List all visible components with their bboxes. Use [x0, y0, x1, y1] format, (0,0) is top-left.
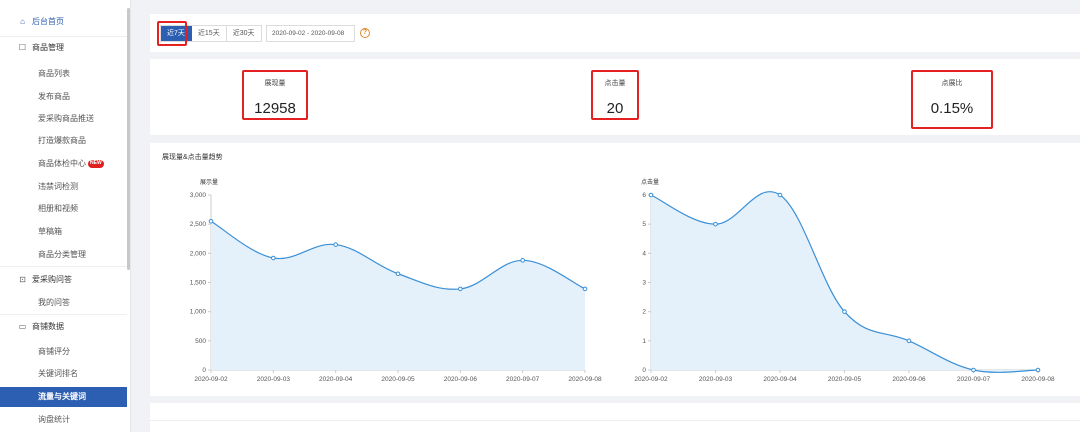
- divider: [0, 314, 127, 315]
- sidebar-group-qa[interactable]: ⊡ 爱采购问答: [0, 270, 127, 290]
- data-point: [333, 242, 338, 247]
- data-point: [458, 286, 463, 292]
- x-tick-label: 2020-09-04: [763, 376, 797, 383]
- sidebar-item-my-qa[interactable]: 我的问答: [38, 298, 70, 307]
- sidebar-group-label: 商铺数据: [32, 322, 64, 331]
- sidebar-item-product-push[interactable]: 爱采购商品推送: [38, 114, 94, 123]
- range-7-days-button[interactable]: 近7天: [161, 26, 192, 41]
- stats-panel: 展现量 12958 点击量 20 点展比 0.15%: [150, 59, 1080, 135]
- data-point: [842, 309, 847, 314]
- sidebar-item-banned-words[interactable]: 违禁词检测: [38, 182, 78, 191]
- y-tick-label: 0: [202, 367, 206, 374]
- sidebar-item-home[interactable]: ⌂ 后台首页: [0, 12, 127, 32]
- data-point: [648, 192, 654, 198]
- date-range-picker[interactable]: 2020-09-02 - 2020-09-08: [266, 25, 355, 42]
- series-area: [211, 221, 585, 370]
- sidebar-item-albums[interactable]: 相册和视频: [38, 204, 78, 213]
- divider: [0, 36, 127, 37]
- sidebar-group-label: 商品管理: [32, 43, 64, 52]
- range-30-days-button[interactable]: 近30天: [226, 26, 261, 41]
- sidebar-item-categories[interactable]: 商品分类管理: [38, 250, 86, 259]
- y-tick-label: 500: [195, 338, 206, 345]
- y-tick-label: 1,500: [190, 280, 207, 287]
- data-point: [395, 271, 401, 277]
- y-tick-label: 6: [642, 192, 646, 199]
- x-tick-label: 2020-09-03: [257, 376, 291, 383]
- monitor-icon: ▭: [18, 322, 27, 331]
- data-point: [1035, 367, 1041, 373]
- stat-value: 0.15%: [930, 100, 974, 117]
- y-tick-label: 1,000: [190, 309, 207, 316]
- x-tick-label: 2020-09-02: [634, 376, 668, 383]
- divider: [0, 266, 127, 267]
- data-point: [520, 258, 525, 263]
- x-tick-label: 2020-09-08: [1021, 376, 1055, 383]
- sidebar-group-products[interactable]: ☐ 商品管理: [0, 38, 127, 58]
- trend-chart-panel: 展现量&点击量趋势 展示量 0 500 1,000 1,500 2,000 2,500 3,0…: [150, 143, 1080, 396]
- sidebar-item-keyword-rank[interactable]: 关键词排名: [38, 369, 78, 378]
- data-point: [271, 255, 276, 261]
- x-tick-label: 2020-09-07: [957, 376, 991, 383]
- help-icon[interactable]: ?: [360, 28, 370, 38]
- new-badge: NEW: [88, 160, 104, 168]
- data-point: [208, 218, 214, 224]
- sidebar-item-label: 商品体检中心: [38, 159, 86, 168]
- box-icon: ☐: [18, 43, 27, 52]
- chart-section-title: 展现量&点击量趋势: [162, 154, 223, 161]
- bottom-panel: [150, 403, 1080, 432]
- x-tick-label: 2020-09-06: [444, 376, 478, 383]
- x-tick-label: 2020-09-02: [194, 376, 228, 383]
- sidebar-item-inquiry-stats[interactable]: 询盘统计: [38, 415, 70, 424]
- sidebar-item-product-check[interactable]: 商品体检中心 NEW: [0, 154, 127, 174]
- sidebar-group-shop-data[interactable]: ▭ 商铺数据: [0, 317, 127, 337]
- data-point: [777, 192, 783, 198]
- divider: [150, 420, 1080, 421]
- x-tick-label: 2020-09-04: [319, 376, 353, 383]
- trend-charts: 展示量 0 500 1,000 1,500 2,000 2,500 3,000 2020-09-…: [190, 178, 1055, 383]
- y-tick-label: 0: [642, 367, 646, 374]
- range-button-group: 近7天 近15天 近30天: [160, 25, 262, 42]
- y-tick-label: 4: [642, 250, 646, 257]
- data-point: [971, 367, 976, 373]
- data-point: [582, 286, 588, 292]
- y-axis-title: 展示量: [200, 179, 218, 186]
- sidebar: ⌂ 后台首页 ☐ 商品管理 商品列表 发布商品 爱采购商品推送 打造爆款商品 商品体…: [0, 0, 131, 432]
- x-tick-label: 2020-09-07: [506, 376, 540, 383]
- x-tick-label: 2020-09-05: [828, 376, 862, 383]
- sidebar-scrollbar[interactable]: [127, 8, 130, 270]
- y-tick-label: 1: [642, 338, 646, 345]
- qa-icon: ⊡: [19, 275, 26, 284]
- sidebar-item-traffic-keywords[interactable]: 流量与关键词: [0, 387, 127, 407]
- stat-label: 点展比: [941, 80, 963, 87]
- data-point: [713, 221, 718, 227]
- y-tick-label: 3: [642, 280, 646, 287]
- series-area: [651, 191, 1038, 373]
- data-point: [906, 338, 912, 344]
- y-tick-label: 2: [642, 309, 646, 316]
- x-tick-label: 2020-09-03: [699, 376, 733, 383]
- sidebar-item-shop-rating[interactable]: 商铺评分: [38, 347, 70, 356]
- y-tick-label: 5: [642, 221, 646, 228]
- x-tick-label: 2020-09-06: [892, 376, 926, 383]
- date-filter-bar: 近7天 近15天 近30天 2020-09-02 - 2020-09-08 ?: [150, 14, 1080, 52]
- sidebar-item-hot-products[interactable]: 打造爆款商品: [38, 136, 86, 145]
- y-tick-label: 3,000: [190, 192, 207, 199]
- sidebar-item-publish-product[interactable]: 发布商品: [38, 92, 70, 101]
- y-tick-label: 2,000: [190, 250, 207, 257]
- stat-value: 12958: [254, 100, 296, 117]
- y-axis-title: 点击量: [641, 178, 659, 186]
- y-tick-label: 2,500: [190, 221, 207, 228]
- stat-value: 20: [606, 100, 624, 117]
- sidebar-item-label: 后台首页: [32, 17, 64, 26]
- x-tick-label: 2020-09-05: [381, 376, 415, 383]
- stat-label: 点击量: [604, 80, 626, 87]
- sidebar-item-drafts[interactable]: 草稿箱: [38, 227, 62, 236]
- stat-label: 展现量: [264, 80, 286, 87]
- range-15-days-button[interactable]: 近15天: [191, 26, 227, 41]
- x-tick-label: 2020-09-08: [568, 376, 602, 383]
- sidebar-group-label: 爱采购问答: [32, 275, 72, 284]
- home-icon: ⌂: [20, 17, 25, 26]
- sidebar-item-product-list[interactable]: 商品列表: [38, 69, 70, 78]
